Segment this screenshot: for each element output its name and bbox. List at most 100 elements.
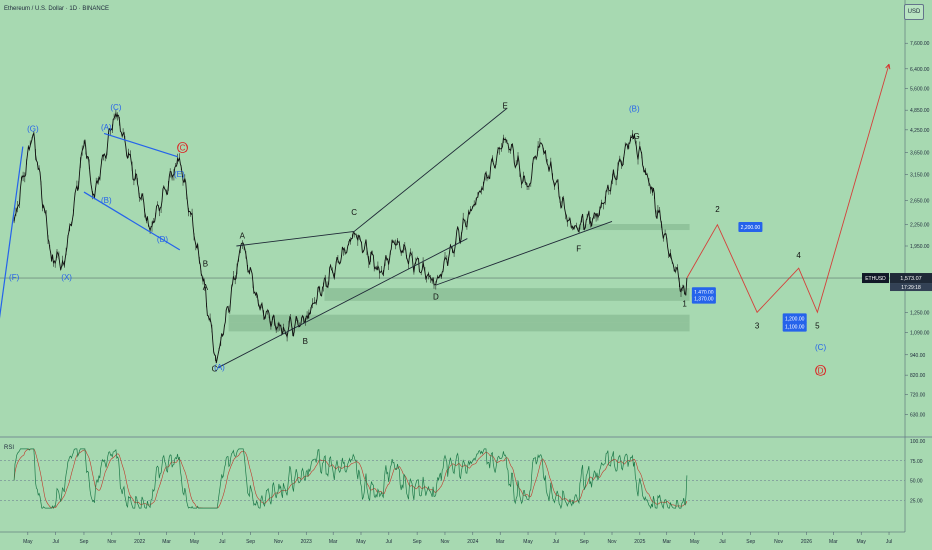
time-tick-label: Sep — [413, 539, 422, 545]
time-tick-label: Sep — [580, 539, 589, 545]
price-box-tag — [782, 321, 807, 332]
wave-label: (G) — [27, 125, 39, 134]
chart-header: Ethereum / U.S. Dollar · 1D · BINANCE — [4, 6, 110, 12]
time-tick-label: Nov — [608, 539, 617, 545]
rsi-tick-label: 100.00 — [910, 439, 926, 445]
rsi-title: RSI — [4, 445, 15, 451]
projection-arrow — [885, 63, 891, 70]
time-tick-label: May — [190, 539, 200, 545]
wave-label: G — [634, 132, 640, 141]
time-tick-label: Sep — [246, 539, 255, 545]
time-tick-label: Nov — [774, 539, 783, 545]
time-tick-label: 2026 — [801, 539, 812, 545]
ticker-tag — [862, 273, 889, 284]
price-tick-label: 720.00 — [910, 393, 926, 399]
wave-label: 5 — [815, 322, 820, 331]
rsi-tick-label: 75.00 — [910, 459, 923, 465]
price-series-line — [13, 111, 688, 364]
price-tick-label: 630.00 — [910, 412, 926, 418]
time-tick-label: Sep — [746, 539, 755, 545]
wave-label: 4 — [796, 251, 801, 260]
price-tick-label: 1,250.00 — [910, 310, 930, 316]
wave-label: A — [240, 232, 246, 241]
wave-label: (E) — [174, 170, 185, 179]
currency-badge[interactable]: USD — [904, 4, 924, 20]
wave-label: 1 — [682, 299, 687, 308]
time-tick-label: Nov — [107, 539, 116, 545]
price-box-label: 1,200.00 — [785, 316, 805, 322]
countdown-value: 17:29:18 — [901, 285, 921, 291]
time-tick-label: May — [356, 539, 366, 545]
time-tick-label: Jul — [219, 539, 225, 545]
price-tick-label: 2,250.00 — [910, 223, 930, 229]
wave-label: F — [576, 244, 581, 253]
wave-label: (B) — [629, 105, 640, 114]
price-tick-label: 940.00 — [910, 353, 926, 359]
price-box-label: 2,200.00 — [741, 225, 761, 231]
wave-label: (A) — [214, 363, 225, 372]
price-box-label: 1,370.00 — [694, 297, 714, 303]
projection-path — [686, 64, 890, 314]
price-zone-box — [324, 288, 690, 297]
wave-label: E — [503, 102, 508, 111]
rsi-line — [13, 448, 688, 510]
time-tick-label: May — [690, 539, 700, 545]
ticker-tag-label: ETHUSD — [865, 276, 886, 282]
time-tick-label: Jul — [553, 539, 559, 545]
wave-label: C — [212, 365, 218, 374]
time-tick-label: Jul — [386, 539, 392, 545]
time-tick-label: Mar — [496, 539, 505, 545]
wave-label: (X) — [61, 273, 72, 282]
time-tick-label: Jul — [52, 539, 58, 545]
time-tick-label: Jul — [886, 539, 892, 545]
wave-label: (C) — [815, 343, 826, 352]
price-tick-label: 3,150.00 — [910, 173, 930, 179]
price-box-label: 1,100.00 — [785, 325, 805, 331]
time-tick-label: May — [856, 539, 866, 545]
time-tick-label: May — [23, 539, 33, 545]
price-box-tag — [738, 222, 763, 233]
countdown-tag — [890, 283, 932, 292]
rsi-ma-line — [13, 448, 688, 509]
rsi-tick-label: 25.00 — [910, 498, 923, 504]
time-tick-label: Mar — [829, 539, 838, 545]
price-box-tag — [691, 293, 716, 304]
wave-label: 2 — [715, 205, 720, 214]
trend-line — [0, 146, 24, 319]
wave-label: D — [433, 293, 439, 302]
trend-line — [83, 191, 181, 251]
wave-label: (D) — [157, 235, 168, 244]
rsi-tick-label: 50.00 — [910, 479, 923, 485]
wave-label-circle — [815, 364, 826, 376]
trend-line — [353, 108, 507, 232]
time-tick-label: Jul — [719, 539, 725, 545]
price-tick-label: 4,850.00 — [910, 108, 930, 114]
price-axis-bg — [905, 0, 932, 440]
wave-label: (C) — [177, 144, 188, 153]
wave-label: B — [203, 259, 208, 268]
price-tick-label: 1,090.00 — [910, 331, 930, 337]
wave-label: C — [351, 208, 357, 217]
last-price-tag — [890, 273, 932, 284]
price-tick-label: 2,650.00 — [910, 198, 930, 204]
time-tick-label: 2022 — [134, 539, 145, 545]
price-box-label: 1,470.00 — [694, 290, 714, 296]
price-tick-label: 7,600.00 — [910, 41, 930, 47]
trend-line — [103, 132, 178, 158]
price-tick-label: 6,400.00 — [910, 67, 930, 73]
price-box-tag — [782, 313, 807, 324]
trend-line — [217, 238, 468, 369]
time-tick-label: Nov — [274, 539, 283, 545]
wave-label: A — [203, 283, 209, 292]
wave-label: (B) — [101, 196, 112, 205]
time-tick-label: 2024 — [467, 539, 478, 545]
wave-label: B — [303, 337, 308, 346]
trend-line — [435, 220, 613, 286]
price-zone-box — [228, 322, 690, 332]
time-tick-label: Mar — [162, 539, 171, 545]
trend-line — [236, 230, 355, 247]
time-tick-label: Sep — [80, 539, 89, 545]
price-tick-label: 820.00 — [910, 373, 926, 379]
